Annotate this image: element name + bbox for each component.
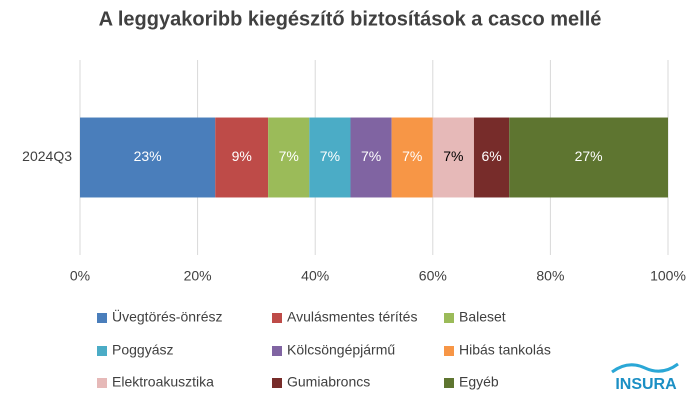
bar-segment	[473, 117, 510, 198]
data-label: 7%	[279, 148, 299, 164]
data-label: 7%	[443, 148, 463, 164]
bar-segment	[80, 117, 216, 198]
legend-marker	[97, 378, 107, 388]
x-tick-label: 100%	[650, 268, 686, 284]
logo-wave	[611, 362, 679, 374]
legend-label: Poggyász	[112, 342, 173, 358]
bar-segment	[309, 117, 351, 198]
logo: INSURA	[615, 376, 677, 393]
bar-segment	[215, 117, 269, 198]
x-tick-label: 0%	[70, 268, 90, 284]
legend-marker	[444, 378, 454, 388]
data-label: 23%	[134, 148, 162, 164]
x-tick-label: 40%	[301, 268, 329, 284]
x-tick-label: 60%	[419, 268, 447, 284]
legend-label: Üvegtörés-önrész	[112, 308, 223, 325]
data-label: 9%	[232, 148, 252, 164]
data-label: 7%	[320, 148, 340, 164]
bar-segment	[268, 117, 310, 198]
data-label: 27%	[575, 148, 603, 164]
y-tick-label: 2024Q3	[22, 148, 72, 164]
legend-marker	[444, 313, 454, 323]
data-label: 6%	[481, 148, 501, 164]
legend-label: Kölcsöngépjármű	[287, 342, 395, 358]
bar-segment	[391, 117, 433, 198]
x-tick-label: 80%	[536, 268, 564, 284]
legend-marker	[272, 313, 282, 323]
legend-marker	[272, 346, 282, 356]
legend-marker	[444, 346, 454, 356]
x-tick-label: 20%	[184, 268, 212, 284]
legend-label: Gumiabroncs	[287, 374, 370, 390]
data-label: 7%	[402, 148, 422, 164]
legend-marker	[272, 378, 282, 388]
chart-title: A leggyakoribb kiegészítő biztosítások a…	[99, 8, 602, 30]
data-label: 7%	[361, 148, 381, 164]
legend-marker	[97, 346, 107, 356]
legend-label: Egyéb	[459, 374, 499, 390]
legend-marker	[97, 313, 107, 323]
bar-segment	[432, 117, 474, 198]
legend-label: Baleset	[459, 309, 506, 325]
bar-segment	[350, 117, 392, 198]
legend-label: Elektroakusztika	[112, 374, 214, 390]
bar-segment	[509, 117, 668, 198]
legend-label: Hibás tankolás	[459, 342, 551, 358]
legend-label: Avulásmentes térítés	[287, 309, 417, 325]
